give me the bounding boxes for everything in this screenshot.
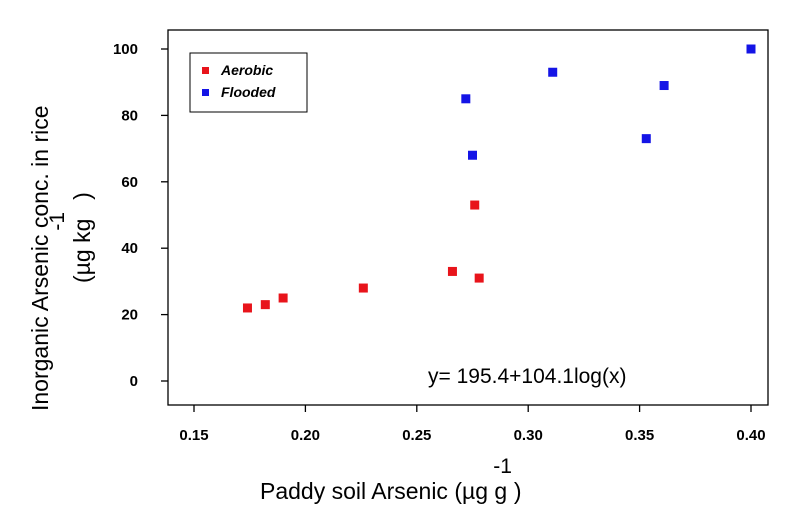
point-flooded [548,67,558,77]
x-axis-title: Paddy soil Arsenic (µg g-1) [260,455,522,504]
y-tick-label: 40 [121,240,138,257]
legend-marker-flooded [202,89,209,96]
point-aerobic [470,200,480,210]
x-axis: 0.15 0.20 0.25 0.30 0.35 0.40 [179,405,766,444]
point-aerobic [474,273,484,283]
point-flooded [746,44,756,54]
plot-frame [167,29,769,406]
y-axis-title-end: ) [69,192,95,200]
data-points [242,44,756,313]
y-axis-title-line2: (µg kg-1) [46,192,95,283]
y-axis: 0 20 40 60 80 100 [113,41,168,390]
y-tick-label: 20 [121,307,138,324]
point-flooded [659,81,669,91]
legend-label-flooded: Flooded [221,84,276,100]
y-tick-label: 80 [121,107,138,124]
legend: Aerobic Flooded [189,52,308,113]
y-axis-title-main: (µg kg [69,219,95,283]
x-tick-label: 0.15 [179,427,208,444]
x-tick-label: 0.40 [736,427,765,444]
x-tick-label: 0.25 [402,427,431,444]
x-axis-title-end: ) [514,478,522,504]
y-tick-label: 100 [113,41,138,58]
y-axis-title-line1: Inorganic Arsenic conc. in rice [27,105,53,411]
y-tick-label: 60 [121,174,138,191]
y-tick-label: 0 [130,373,138,390]
y-axis-title-sup: -1 [46,212,69,231]
point-flooded [461,94,471,104]
x-tick-label: 0.35 [625,427,654,444]
point-flooded [468,150,477,160]
x-tick-label: 0.20 [291,427,320,444]
point-aerobic [242,303,252,313]
point-flooded [641,134,651,144]
legend-box [189,52,308,113]
x-tick-label: 0.30 [514,427,543,444]
point-aerobic [260,300,270,310]
x-axis-title-main: Paddy soil Arsenic (µg g [260,478,507,504]
fit-equation: y= 195.4+104.1log(x) [428,365,626,388]
point-aerobic [278,293,288,303]
point-aerobic [447,266,457,276]
point-aerobic [358,283,368,293]
legend-label-aerobic: Aerobic [220,62,273,78]
legend-marker-aerobic [202,67,209,74]
x-axis-title-sup: -1 [493,455,512,478]
